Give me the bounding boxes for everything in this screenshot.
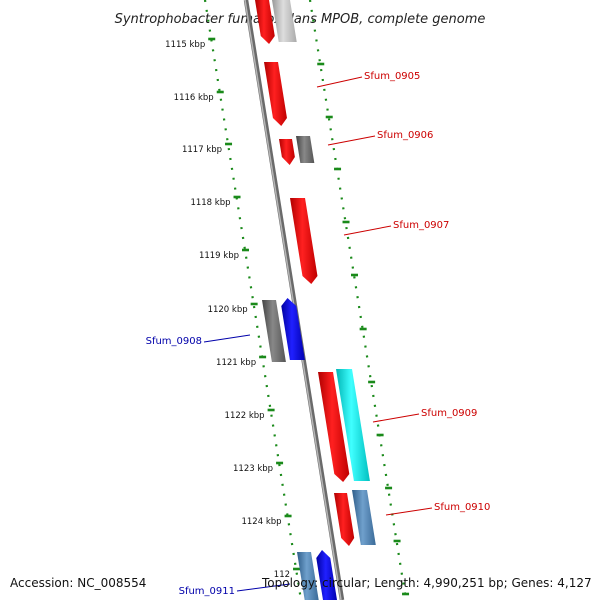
gene-labels: Sfum_0905 Sfum_0906 Sfum_0907 Sfum_0908 Sfum… bbox=[146, 71, 491, 597]
kbp-tick-label: 1124 kbp bbox=[241, 517, 281, 527]
right-dotted-track bbox=[308, 0, 408, 600]
gene-arrow-sfum-0906 bbox=[279, 139, 295, 165]
gene-arrow-sfum-0907 bbox=[290, 198, 318, 284]
gene-arrow-light-gray bbox=[272, 0, 297, 42]
gene-arrow-sfum-0909-red bbox=[318, 372, 350, 482]
kbp-tick-label: 1116 kbp bbox=[174, 93, 214, 103]
gene-arrow-sfum-0910 bbox=[334, 493, 355, 546]
gene-label-leader bbox=[385, 507, 433, 516]
gene-label-sfum-0906[interactable]: Sfum_0906 bbox=[377, 130, 433, 141]
gene-arrow-sfum-0908 bbox=[281, 298, 305, 360]
kbp-tick-label: 112 bbox=[274, 570, 290, 580]
gene-label-sfum-0908[interactable]: Sfum_0908 bbox=[146, 336, 202, 347]
gene-arrow-steel bbox=[352, 490, 376, 545]
kbp-tick-label: 1119 kbp bbox=[199, 251, 239, 261]
gene-label-leader bbox=[316, 76, 363, 88]
gene-arrow-sfum-0905 bbox=[264, 62, 287, 126]
accession-text: Accession: NC_008554 bbox=[10, 576, 146, 590]
gene-arrow-gray bbox=[296, 136, 315, 163]
gene-arrow-sfum-0911 bbox=[316, 550, 337, 600]
kbp-tick-label: 1118 kbp bbox=[190, 198, 230, 208]
gene-label-sfum-0905[interactable]: Sfum_0905 bbox=[364, 71, 420, 82]
gene-arrow-sfum-0909 bbox=[336, 369, 370, 481]
gene-label-leader bbox=[343, 225, 392, 236]
gene-label-leader bbox=[236, 583, 291, 592]
gene-label-sfum-0911[interactable]: Sfum_0911 bbox=[179, 586, 235, 597]
kbp-tick-label: 1122 kbp bbox=[225, 411, 265, 421]
genome-summary-text: Topology: circular; Length: 4,990,251 bp… bbox=[261, 576, 592, 590]
gene-arrow-red bbox=[255, 0, 275, 44]
gene-arrow-steel-bottom bbox=[297, 552, 319, 600]
gene-label-leader bbox=[327, 135, 376, 146]
kbp-tick-label: 1117 kbp bbox=[182, 145, 222, 155]
kbp-tick-label: 1123 kbp bbox=[233, 464, 273, 474]
gene-label-sfum-0909[interactable]: Sfum_0909 bbox=[421, 408, 477, 419]
gene-arrow-sfum-0908-gray bbox=[262, 300, 286, 362]
dotted-track-lines bbox=[203, 0, 408, 600]
genome-backbone bbox=[243, 0, 345, 600]
gene-label-sfum-0907[interactable]: Sfum_0907 bbox=[393, 220, 449, 231]
left-dotted-track bbox=[203, 0, 303, 600]
gene-arrows bbox=[255, 0, 376, 600]
gene-label-sfum-0910[interactable]: Sfum_0910 bbox=[434, 502, 490, 513]
gene-label-leader bbox=[203, 334, 251, 343]
kbp-tick-label: 1120 kbp bbox=[208, 305, 248, 315]
kbp-tick-label: 1115 kbp bbox=[165, 40, 205, 50]
kbp-ticks: 1115 kbp 1116 kbp 1117 kbp 1118 kbp 1119 kbp… bbox=[165, 37, 410, 596]
gene-label-leader bbox=[372, 413, 420, 423]
kbp-tick-label: 1121 kbp bbox=[216, 358, 256, 368]
map-title: Syntrophobacter fumaroxidans MPOB, compl… bbox=[115, 12, 486, 27]
